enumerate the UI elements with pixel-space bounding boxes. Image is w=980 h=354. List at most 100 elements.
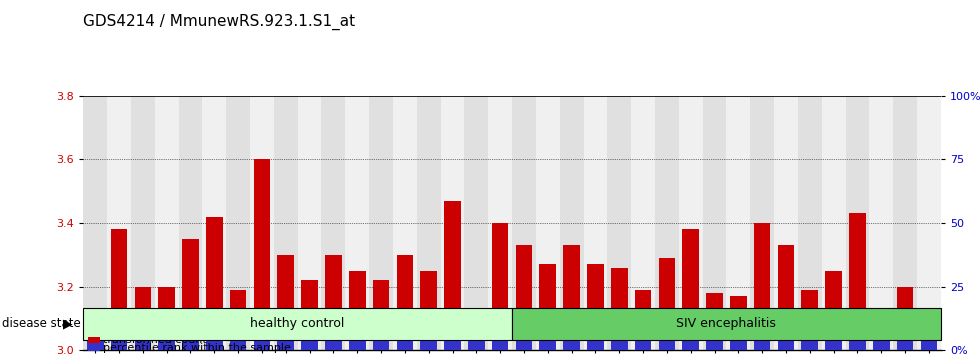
Bar xyxy=(325,338,342,350)
Bar xyxy=(468,328,485,350)
Text: SIV encephalitis: SIV encephalitis xyxy=(676,318,776,330)
Bar xyxy=(226,96,250,350)
Bar xyxy=(277,338,294,350)
Bar xyxy=(825,271,842,350)
Bar xyxy=(583,96,608,350)
Bar xyxy=(277,255,294,350)
Bar xyxy=(703,96,726,350)
Bar xyxy=(131,96,155,350)
Text: disease state: disease state xyxy=(2,318,80,330)
Bar xyxy=(301,335,318,350)
Bar xyxy=(155,96,178,350)
Bar xyxy=(682,335,699,350)
Bar xyxy=(920,335,937,350)
Bar xyxy=(802,290,818,350)
Bar xyxy=(873,315,890,350)
Bar xyxy=(635,290,652,350)
Bar xyxy=(301,280,318,350)
Bar xyxy=(920,328,937,350)
Bar xyxy=(87,341,104,350)
Bar xyxy=(159,287,175,350)
Bar xyxy=(325,255,342,350)
Bar xyxy=(849,335,865,350)
Bar xyxy=(798,96,821,350)
Text: GDS4214 / MmunewRS.923.1.S1_at: GDS4214 / MmunewRS.923.1.S1_at xyxy=(83,14,356,30)
Bar xyxy=(849,213,865,350)
Bar xyxy=(206,217,222,350)
Bar xyxy=(298,96,321,350)
Bar xyxy=(349,271,366,350)
Bar xyxy=(441,96,465,350)
Bar xyxy=(178,96,203,350)
Bar xyxy=(369,96,393,350)
Bar xyxy=(444,201,461,350)
Text: transformed count: transformed count xyxy=(103,335,207,345)
Text: healthy control: healthy control xyxy=(251,318,345,330)
Bar xyxy=(111,335,127,350)
Bar xyxy=(730,296,747,350)
Bar xyxy=(182,239,199,350)
Bar xyxy=(897,287,913,350)
Bar xyxy=(611,335,627,350)
Bar xyxy=(802,338,818,350)
Bar xyxy=(754,223,770,350)
Bar xyxy=(468,341,485,350)
Bar xyxy=(515,245,532,350)
Bar xyxy=(134,287,151,350)
Bar xyxy=(774,96,798,350)
Bar xyxy=(420,335,437,350)
Bar xyxy=(492,335,509,350)
Bar xyxy=(203,96,226,350)
Bar xyxy=(873,341,890,350)
Bar xyxy=(631,96,655,350)
Bar xyxy=(539,264,556,350)
Bar xyxy=(393,96,416,350)
Bar xyxy=(134,335,151,350)
Bar xyxy=(420,271,437,350)
Bar xyxy=(846,96,869,350)
Bar xyxy=(778,245,795,350)
Bar xyxy=(397,255,414,350)
Bar xyxy=(608,96,631,350)
Bar xyxy=(564,335,580,350)
Bar xyxy=(254,335,270,350)
Bar xyxy=(492,223,509,350)
Bar xyxy=(707,293,723,350)
Bar xyxy=(560,96,583,350)
Bar xyxy=(754,335,770,350)
Bar xyxy=(611,268,627,350)
Bar xyxy=(707,335,723,350)
Bar xyxy=(111,229,127,350)
Bar xyxy=(539,335,556,350)
Bar xyxy=(229,335,246,350)
Bar xyxy=(726,96,751,350)
Bar xyxy=(897,335,913,350)
Bar xyxy=(730,338,747,350)
Bar xyxy=(682,229,699,350)
Bar xyxy=(83,96,107,350)
Bar xyxy=(159,341,175,350)
Bar xyxy=(869,96,893,350)
Bar xyxy=(679,96,703,350)
Bar xyxy=(825,335,842,350)
Bar xyxy=(587,264,604,350)
Bar xyxy=(250,96,273,350)
Bar xyxy=(655,96,679,350)
Bar xyxy=(536,96,560,350)
Bar xyxy=(321,96,345,350)
Bar xyxy=(587,335,604,350)
Bar xyxy=(751,96,774,350)
Bar xyxy=(515,335,532,350)
Bar xyxy=(206,335,222,350)
Bar xyxy=(564,245,580,350)
Bar xyxy=(254,159,270,350)
Bar xyxy=(659,335,675,350)
Bar xyxy=(107,96,131,350)
Bar xyxy=(635,338,652,350)
Bar xyxy=(397,341,414,350)
Bar xyxy=(488,96,512,350)
Bar xyxy=(372,280,389,350)
Bar xyxy=(512,96,536,350)
Bar xyxy=(465,96,488,350)
Bar xyxy=(182,335,199,350)
